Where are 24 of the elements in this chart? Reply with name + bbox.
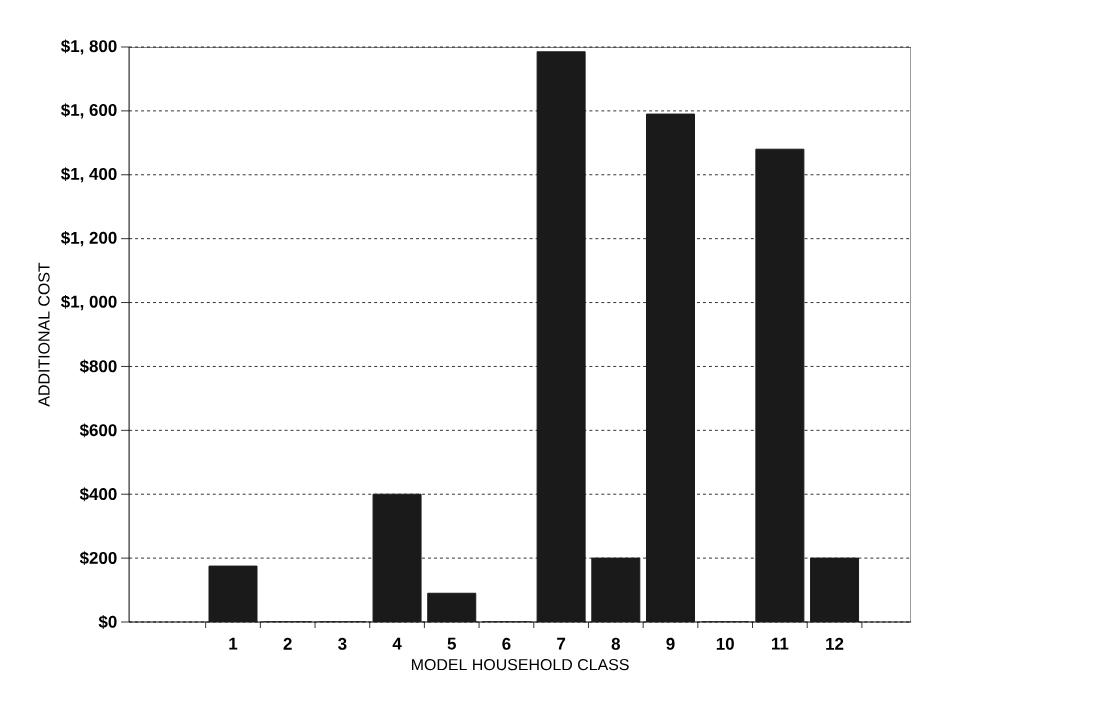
y-axis-title: ADDITIONAL COST	[38, 262, 50, 407]
x-tick-label: 4	[392, 637, 402, 650]
x-tick-label: 1	[229, 637, 238, 650]
x-axis-title: MODEL HOUSEHOLD CLASS	[412, 658, 629, 671]
x-tick-label: 6	[502, 637, 511, 650]
y-tick-label: $200	[79, 551, 117, 566]
y-tick-label: $1, 600	[60, 103, 117, 119]
x-tick-label: 12	[826, 637, 844, 650]
y-tick-label: $1, 200	[60, 231, 117, 247]
x-tick-label: 5	[447, 637, 456, 650]
x-tick-label: 3	[338, 637, 347, 650]
y-tick-label: $0	[98, 615, 117, 629]
y-tick-label: $1, 400	[60, 167, 117, 183]
y-tick-label: $1, 000	[60, 294, 117, 311]
y-tick-label: $800	[79, 359, 117, 374]
x-tick-label: 11	[771, 637, 789, 650]
x-tick-label: 10	[716, 637, 734, 650]
x-tick-label: 8	[611, 637, 620, 650]
x-tick-label: 2	[283, 637, 292, 650]
x-tick-label: 7	[557, 637, 566, 650]
x-tick-label: 9	[666, 637, 675, 650]
y-tick-label: $400	[79, 487, 117, 502]
y-tick-label: $600	[79, 423, 117, 438]
y-tick-label: $1, 800	[60, 39, 117, 55]
